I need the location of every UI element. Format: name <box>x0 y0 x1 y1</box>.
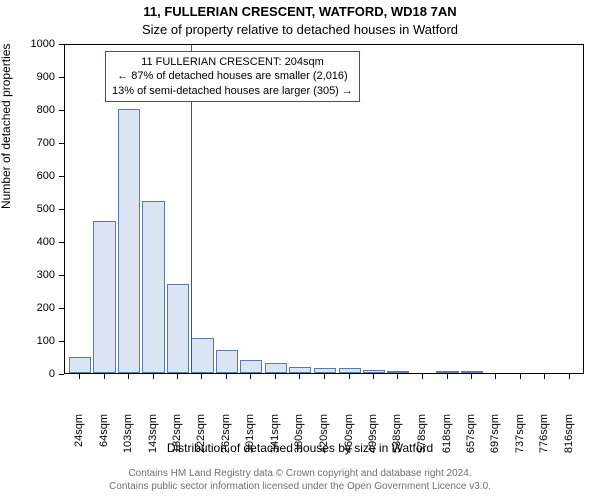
histogram-bar <box>167 284 189 373</box>
histogram-bar <box>191 338 213 373</box>
ytick-label: 200 <box>25 302 55 314</box>
ytick-mark <box>59 44 64 45</box>
xtick-mark <box>79 374 80 379</box>
xtick-mark <box>299 374 300 379</box>
footnote: Contains HM Land Registry data © Crown c… <box>0 468 600 493</box>
xtick-mark <box>495 374 496 379</box>
y-axis-label: Number of detached properties <box>0 44 13 209</box>
xtick-mark <box>275 374 276 379</box>
xtick-mark <box>471 374 472 379</box>
xtick-label: 618sqm <box>441 414 453 464</box>
xtick-label: 657sqm <box>465 414 477 464</box>
histogram-bar <box>363 370 385 373</box>
ytick-label: 900 <box>25 71 55 83</box>
xtick-label: 538sqm <box>391 414 403 464</box>
footnote-line-2: Contains public sector information licen… <box>0 481 600 494</box>
xtick-mark <box>201 374 202 379</box>
histogram-bar <box>69 357 91 374</box>
xtick-mark <box>128 374 129 379</box>
xtick-mark <box>447 374 448 379</box>
xtick-label: 737sqm <box>514 414 526 464</box>
histogram-bar <box>216 350 238 373</box>
callout-line-1: 11 FULLERIAN CRESCENT: 204sqm <box>112 55 353 69</box>
callout-line-2: ← 87% of detached houses are smaller (2,… <box>112 69 353 83</box>
ytick-label: 400 <box>25 236 55 248</box>
histogram-bar <box>289 367 311 373</box>
xtick-mark <box>153 374 154 379</box>
xtick-label: 816sqm <box>563 414 575 464</box>
xtick-label: 103sqm <box>122 414 134 464</box>
xtick-mark <box>177 374 178 379</box>
ytick-mark <box>59 176 64 177</box>
page-title-address: 11, FULLERIAN CRESCENT, WATFORD, WD18 7A… <box>0 4 600 19</box>
xtick-label: 222sqm <box>195 414 207 464</box>
footnote-line-1: Contains HM Land Registry data © Crown c… <box>0 468 600 481</box>
ytick-mark <box>59 209 64 210</box>
ytick-mark <box>59 341 64 342</box>
xtick-mark <box>349 374 350 379</box>
ytick-mark <box>59 242 64 243</box>
callout-line-3: 13% of semi-detached houses are larger (… <box>112 84 353 98</box>
xtick-label: 262sqm <box>220 414 232 464</box>
histogram-bar <box>93 221 115 373</box>
histogram-bar <box>387 371 409 373</box>
xtick-mark <box>226 374 227 379</box>
xtick-mark <box>373 374 374 379</box>
xtick-label: 301sqm <box>244 414 256 464</box>
xtick-label: 697sqm <box>489 414 501 464</box>
histogram-bar <box>240 360 262 373</box>
ytick-label: 500 <box>25 203 55 215</box>
xtick-label: 380sqm <box>293 414 305 464</box>
xtick-mark <box>324 374 325 379</box>
xtick-mark <box>569 374 570 379</box>
xtick-label: 143sqm <box>147 414 159 464</box>
xtick-mark <box>520 374 521 379</box>
ytick-label: 0 <box>25 368 55 380</box>
histogram-bar <box>461 371 483 373</box>
xtick-mark <box>544 374 545 379</box>
xtick-label: 420sqm <box>318 414 330 464</box>
xtick-label: 24sqm <box>73 414 85 464</box>
histogram-bar <box>265 363 287 373</box>
xtick-mark <box>397 374 398 379</box>
histogram-bar <box>142 201 164 373</box>
xtick-mark <box>422 374 423 379</box>
histogram-bar <box>118 109 140 373</box>
histogram-bar <box>314 368 336 373</box>
histogram-bar <box>436 371 458 373</box>
xtick-label: 341sqm <box>269 414 281 464</box>
ytick-label: 300 <box>25 269 55 281</box>
ytick-mark <box>59 77 64 78</box>
ytick-mark <box>59 275 64 276</box>
xtick-label: 776sqm <box>538 414 550 464</box>
chart-container: 11, FULLERIAN CRESCENT, WATFORD, WD18 7A… <box>0 0 600 500</box>
xtick-label: 460sqm <box>343 414 355 464</box>
ytick-label: 100 <box>25 335 55 347</box>
xtick-mark <box>104 374 105 379</box>
ytick-label: 700 <box>25 137 55 149</box>
xtick-mark <box>250 374 251 379</box>
plot-area: 11 FULLERIAN CRESCENT: 204sqm ← 87% of d… <box>64 44 584 374</box>
ytick-label: 1000 <box>25 38 55 50</box>
xtick-label: 578sqm <box>416 414 428 464</box>
page-subtitle: Size of property relative to detached ho… <box>0 22 600 37</box>
ytick-label: 600 <box>25 170 55 182</box>
ytick-mark <box>59 110 64 111</box>
xtick-label: 64sqm <box>98 414 110 464</box>
xtick-label: 182sqm <box>171 414 183 464</box>
ytick-mark <box>59 374 64 375</box>
ytick-label: 800 <box>25 104 55 116</box>
histogram-bar <box>339 368 361 373</box>
ytick-mark <box>59 143 64 144</box>
callout-box: 11 FULLERIAN CRESCENT: 204sqm ← 87% of d… <box>105 51 360 102</box>
ytick-mark <box>59 308 64 309</box>
xtick-label: 499sqm <box>367 414 379 464</box>
